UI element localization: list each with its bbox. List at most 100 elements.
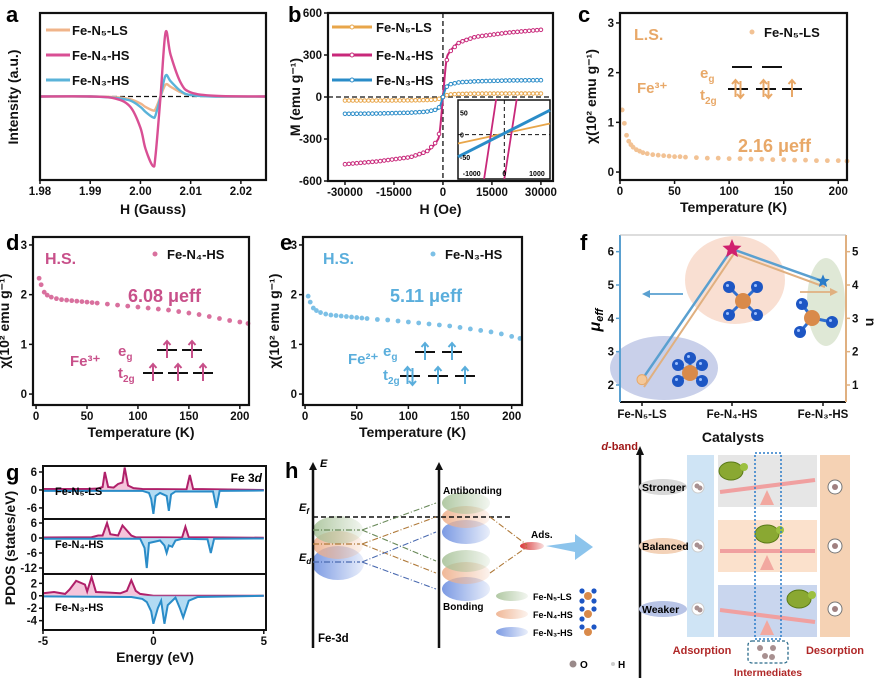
fe3d-label: Fe-3d <box>318 633 349 645</box>
nitrogen-atom <box>723 281 735 293</box>
data-point <box>350 161 356 166</box>
atom-legend-label: O <box>580 660 588 671</box>
ls-highlight <box>610 336 718 400</box>
y-tick-label: 2 <box>608 68 614 80</box>
data-point <box>416 320 422 326</box>
seesaw-pivot <box>760 620 774 635</box>
turtle-head <box>740 463 748 471</box>
intermediates-label: Intermediates <box>734 667 802 679</box>
spin-up-line <box>42 519 264 539</box>
atom <box>832 484 838 490</box>
panel-label-e: e <box>280 230 292 255</box>
intermediates-box <box>747 640 789 664</box>
nitrogen-atom <box>672 359 684 371</box>
data-point <box>424 109 430 114</box>
legend-marker <box>749 29 755 35</box>
oxygen-atom-icon <box>569 660 577 668</box>
hybridization-line <box>361 516 437 545</box>
data-point <box>166 307 171 313</box>
data-point <box>511 29 516 35</box>
nitrogen-atom <box>794 326 806 338</box>
y-tick-label: -2 <box>27 603 37 615</box>
y-tick-label: 3 <box>852 313 858 325</box>
legend-marker <box>152 251 158 257</box>
panel-label-c: c <box>578 2 590 27</box>
data-point <box>538 77 544 83</box>
spin-state-label: H.S. <box>45 251 76 268</box>
data-point <box>483 33 489 38</box>
data-point <box>457 325 463 330</box>
moment-label: 6.08 μeff <box>128 286 202 306</box>
y-tick-label: 1 <box>608 117 615 129</box>
data-point <box>640 150 646 156</box>
intermediate-atom <box>757 645 763 651</box>
inset-series <box>503 98 518 180</box>
y-axis-label: χ(10² emu g⁻¹) <box>583 49 599 144</box>
spin-state-label: L.S. <box>634 27 663 44</box>
arrow-head <box>198 362 208 369</box>
data-point <box>467 326 473 332</box>
data-point <box>350 98 356 103</box>
data-point <box>526 28 532 34</box>
y-tick-label: 600 <box>303 8 322 20</box>
data-point <box>374 98 379 103</box>
atom <box>697 544 703 550</box>
data-point <box>644 151 650 157</box>
bonding-n5 <box>442 550 490 572</box>
x-tick-label: 200 <box>230 411 249 423</box>
data-point <box>74 298 80 304</box>
data-point <box>362 98 367 103</box>
x-tick-label: 2.00 <box>129 186 151 198</box>
data-point <box>495 31 501 37</box>
x-axis-label: Energy (eV) <box>116 649 194 665</box>
intermediate-atom <box>769 654 775 660</box>
data-point <box>683 154 688 160</box>
data-point <box>176 309 182 314</box>
spin-state-label: H.S. <box>323 251 354 268</box>
ion-label: Fe³⁺ <box>637 80 668 97</box>
data-point <box>349 314 354 320</box>
inset-frame <box>457 99 551 180</box>
eg-label: eg <box>118 343 132 363</box>
y-tick-label: 3 <box>608 18 614 30</box>
legend-label: Fe-N₅-LS <box>376 20 432 35</box>
turtle-icon <box>754 524 780 544</box>
data-point <box>436 322 442 328</box>
data-point <box>624 132 629 138</box>
arrow-head <box>642 290 650 298</box>
y-tick-label: 2 <box>852 347 858 359</box>
data-point <box>64 297 70 303</box>
bonding-n3 <box>442 577 490 601</box>
nitrogen-atom <box>751 309 763 321</box>
inset-y-tick-label: 0 <box>460 133 464 140</box>
data-point <box>354 111 360 116</box>
data-point <box>393 110 399 116</box>
series-line <box>39 73 267 120</box>
data-point <box>370 98 375 103</box>
data-point <box>499 31 505 36</box>
data-point <box>333 313 339 318</box>
data-point <box>803 157 808 163</box>
highlight <box>829 319 832 322</box>
data-point <box>125 303 131 309</box>
x-axis-label: Temperature (K) <box>680 199 787 215</box>
y-tick-label: 2 <box>21 290 27 302</box>
data-point <box>661 153 667 159</box>
data-point <box>479 78 485 84</box>
category-label: Fe-N₄-HS <box>707 409 758 421</box>
data-point <box>44 292 50 298</box>
data-point <box>385 157 391 163</box>
highlight <box>799 301 802 304</box>
data-point <box>104 301 110 307</box>
data-point <box>409 110 414 115</box>
antibonding-n5 <box>442 492 490 514</box>
data-point <box>460 38 465 44</box>
data-point <box>491 78 497 84</box>
data-point <box>413 97 418 103</box>
data-point <box>115 302 120 308</box>
nitrogen-atom <box>796 298 808 310</box>
highlight <box>699 362 702 365</box>
y-tick-label: 0 <box>31 485 37 497</box>
data-point <box>432 140 438 146</box>
data-point <box>488 329 494 335</box>
